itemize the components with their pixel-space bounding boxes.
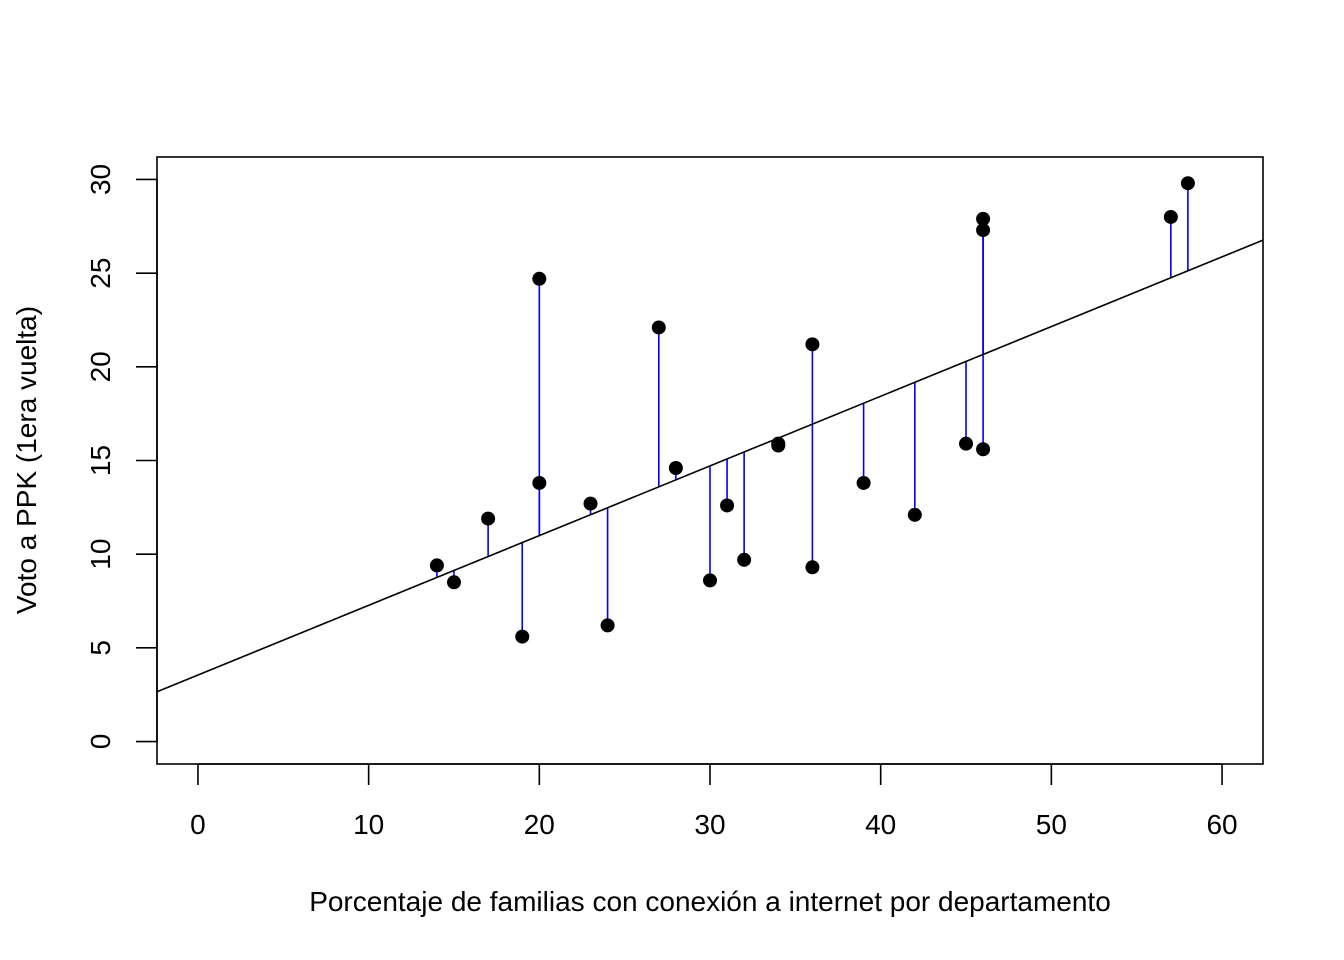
data-point bbox=[907, 507, 922, 522]
data-point bbox=[976, 442, 991, 457]
y-tick-label: 5 bbox=[85, 640, 116, 656]
data-point bbox=[737, 552, 752, 567]
data-point bbox=[651, 320, 666, 335]
data-point bbox=[976, 223, 991, 238]
y-tick-label: 30 bbox=[85, 164, 116, 195]
data-point bbox=[1163, 209, 1178, 224]
data-point bbox=[429, 558, 444, 573]
x-tick-label: 0 bbox=[190, 809, 206, 840]
regression-line bbox=[156, 239, 1264, 693]
data-point bbox=[959, 436, 974, 451]
data-points bbox=[429, 176, 1195, 644]
data-point bbox=[1180, 176, 1195, 191]
data-point bbox=[481, 511, 496, 526]
data-point bbox=[515, 629, 530, 644]
y-tick-label: 25 bbox=[85, 258, 116, 289]
x-tick-label: 60 bbox=[1206, 809, 1237, 840]
data-point bbox=[583, 496, 598, 511]
data-point bbox=[532, 475, 547, 490]
x-axis-label: Porcentaje de familias con conexión a in… bbox=[309, 886, 1111, 917]
y-tick-label: 0 bbox=[85, 734, 116, 750]
data-point bbox=[532, 271, 547, 286]
data-point bbox=[720, 498, 735, 513]
y-tick-label: 20 bbox=[85, 351, 116, 382]
y-tick-label: 10 bbox=[85, 539, 116, 570]
plot-frame bbox=[156, 156, 1264, 765]
data-point bbox=[446, 575, 461, 590]
data-point bbox=[856, 475, 871, 490]
x-axis: 0 10 20 30 40 50 60 bbox=[190, 763, 1238, 840]
x-tick-label: 20 bbox=[524, 809, 555, 840]
data-point bbox=[976, 211, 991, 226]
y-axis-label: Voto a PPK (1era vuelta) bbox=[11, 306, 42, 614]
y-tick-label: 15 bbox=[85, 445, 116, 476]
residual-lines bbox=[436, 183, 1189, 637]
y-axis: 0 5 10 15 20 25 30 bbox=[85, 164, 158, 750]
x-tick-label: 50 bbox=[1036, 809, 1067, 840]
data-point bbox=[805, 337, 820, 352]
data-point bbox=[771, 436, 786, 451]
x-tick-label: 40 bbox=[865, 809, 896, 840]
x-tick-label: 10 bbox=[353, 809, 384, 840]
data-point bbox=[703, 573, 717, 588]
x-tick-label: 30 bbox=[694, 809, 725, 840]
data-point bbox=[668, 460, 683, 475]
data-point bbox=[600, 618, 615, 633]
data-point bbox=[805, 560, 820, 575]
